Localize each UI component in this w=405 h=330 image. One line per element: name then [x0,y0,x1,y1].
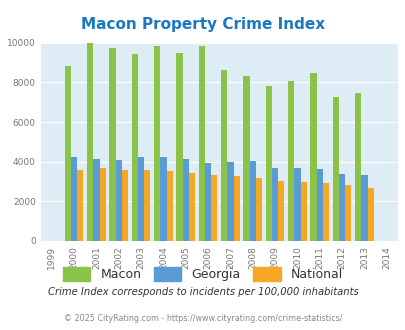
Bar [294,168,300,241]
Bar [322,183,328,241]
Bar [115,160,122,241]
Bar [166,171,173,241]
Bar [255,178,262,241]
Bar [87,43,93,241]
Bar [243,76,249,241]
Bar [99,168,106,241]
Bar [309,73,316,241]
Bar [367,188,373,241]
Bar [354,93,360,241]
Bar [160,156,166,241]
Bar [271,168,277,241]
Bar [182,158,188,241]
Bar [227,162,233,241]
Bar [220,70,227,241]
Bar [198,46,205,241]
Bar [138,156,144,241]
Bar [64,66,71,241]
Bar [144,170,150,241]
Bar [93,159,99,241]
Bar [77,170,83,241]
Bar [287,81,294,241]
Bar [211,175,217,241]
Bar [131,54,138,241]
Text: Crime Index corresponds to incidents per 100,000 inhabitants: Crime Index corresponds to incidents per… [47,287,358,297]
Bar [109,49,115,241]
Bar [277,181,284,241]
Bar [338,174,344,241]
Bar [122,170,128,241]
Legend: Macon, Georgia, National: Macon, Georgia, National [58,262,347,286]
Bar [176,53,182,241]
Bar [188,173,195,241]
Bar [153,46,160,241]
Bar [332,97,338,241]
Bar [344,185,351,241]
Text: Macon Property Crime Index: Macon Property Crime Index [81,17,324,32]
Bar [71,157,77,241]
Bar [300,182,306,241]
Bar [316,169,322,241]
Bar [249,161,255,241]
Bar [265,86,271,241]
Text: © 2025 CityRating.com - https://www.cityrating.com/crime-statistics/: © 2025 CityRating.com - https://www.city… [64,314,341,323]
Bar [205,163,211,241]
Bar [360,175,367,241]
Bar [233,176,239,241]
